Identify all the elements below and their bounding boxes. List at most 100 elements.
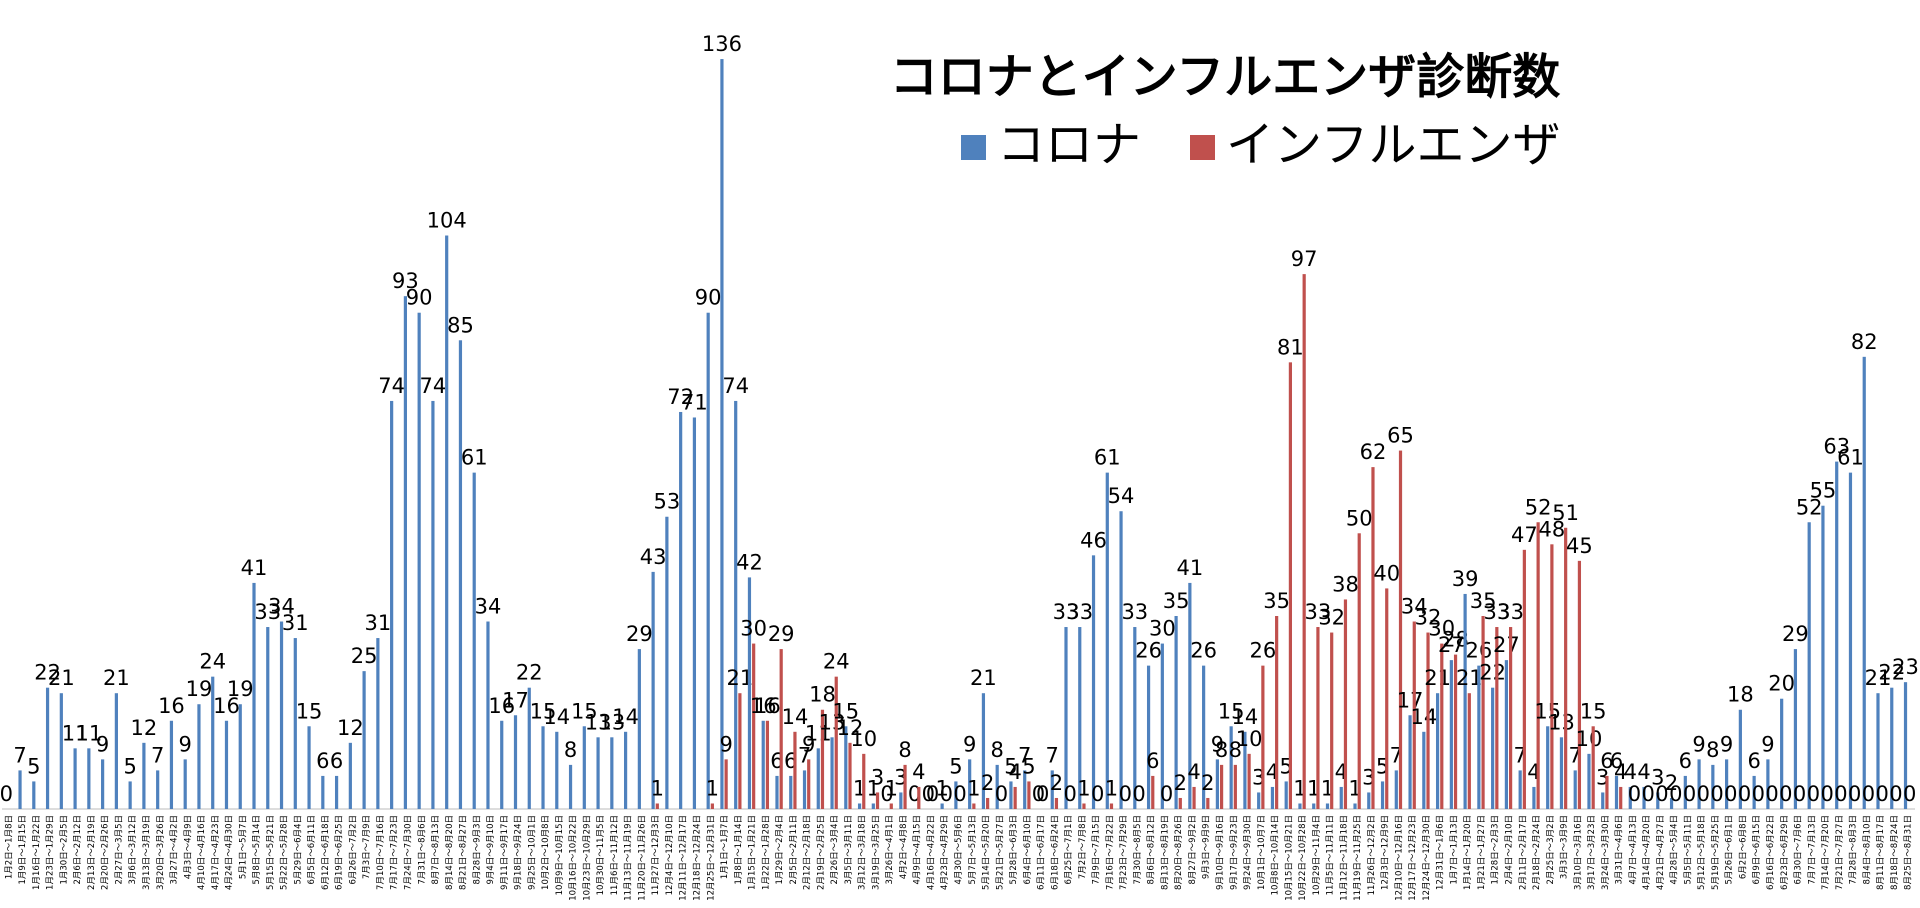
value-label: 9 xyxy=(1211,732,1224,756)
value-label: 7 xyxy=(151,743,164,767)
value-label: 0 xyxy=(1642,782,1655,806)
value-label: 0 xyxy=(1724,782,1737,806)
value-label: 25 xyxy=(351,644,378,668)
value-label: 0 xyxy=(0,782,13,806)
bar xyxy=(747,577,752,809)
bar xyxy=(875,792,880,809)
x-tick-label: 1月30日～2月5日 xyxy=(59,815,69,885)
bar xyxy=(1848,472,1853,809)
bar xyxy=(1426,632,1430,809)
bar xyxy=(1477,665,1481,809)
value-label: 13 xyxy=(598,710,625,734)
x-tick-label: 1月7日～1月13日 xyxy=(1449,815,1459,885)
value-label: 27 xyxy=(1493,633,1520,657)
bar xyxy=(197,704,201,809)
bar xyxy=(513,715,518,809)
value-label: 7 xyxy=(1018,743,1031,767)
value-label: 0 xyxy=(1119,782,1132,806)
bar xyxy=(596,737,600,809)
value-label: 4 xyxy=(1637,760,1650,784)
bar xyxy=(1876,693,1880,809)
x-tick-label: 4月3日～4月9日 xyxy=(183,815,193,879)
value-label: 29 xyxy=(626,622,653,646)
value-label: 11 xyxy=(75,721,102,745)
value-label: 1 xyxy=(885,776,898,800)
bar xyxy=(1435,693,1440,809)
bar xyxy=(1178,797,1182,809)
bar xyxy=(1422,731,1426,809)
bar xyxy=(1082,803,1086,809)
bar xyxy=(1449,660,1453,809)
bar xyxy=(568,764,573,809)
x-tick-label: 6月25日～7月1日 xyxy=(1064,815,1074,885)
x-tick-label: 9月17日～9月23日 xyxy=(1229,815,1239,890)
x-tick-label: 4月2日～4月8日 xyxy=(899,815,909,879)
value-label: 8 xyxy=(898,738,911,762)
value-label: 14 xyxy=(1410,705,1437,729)
value-label: 13 xyxy=(585,710,612,734)
x-tick-label: 3月12日～3月18日 xyxy=(858,815,868,890)
value-label: 0 xyxy=(1765,782,1778,806)
x-tick-label: 4月30日～5月6日 xyxy=(954,815,964,885)
x-tick-label: 7月2日～7月8日 xyxy=(1078,815,1088,879)
value-label: 35 xyxy=(1470,589,1497,613)
x-tick-label: 3月26日～4月1日 xyxy=(885,815,895,885)
value-label: 18 xyxy=(809,683,836,707)
x-tick-label: 1月15日～1月21日 xyxy=(748,815,758,890)
x-tick-label: 7月10日～7月16日 xyxy=(376,815,386,890)
legend: コロナ インフルエンザ xyxy=(961,117,1561,173)
value-label: 1 xyxy=(1077,776,1090,800)
bar xyxy=(169,720,174,809)
bar xyxy=(651,571,655,809)
x-tick-label: 10月23日～10月29日 xyxy=(582,815,592,901)
bar xyxy=(1587,753,1591,809)
value-label: 5 xyxy=(1004,754,1017,778)
x-tick-label: 11月5日～11月11日 xyxy=(1326,815,1336,895)
bar xyxy=(1766,759,1770,809)
x-tick-label: 6月4日～6月10日 xyxy=(1023,815,1033,885)
value-label: 0 xyxy=(940,782,953,806)
x-tick-label: 11月26日～12月2日 xyxy=(1367,815,1377,895)
x-tick-label: 8月14日～8月20日 xyxy=(445,815,455,890)
bar xyxy=(1522,549,1526,809)
value-label: 22 xyxy=(516,661,543,685)
bar xyxy=(527,687,531,809)
value-label: 41 xyxy=(241,556,268,580)
x-tick-label: 7月30日～8月5日 xyxy=(1133,815,1143,885)
value-label: 33 xyxy=(1497,600,1524,624)
value-label: 0 xyxy=(953,782,966,806)
chart-title: コロナとインフルエンザ診断数 xyxy=(890,49,1561,105)
value-label: 14 xyxy=(782,705,809,729)
x-tick-label: 10月8日～10月14日 xyxy=(1271,815,1281,895)
x-tick-label: 10月22日～10月28日 xyxy=(1298,815,1308,901)
value-label: 74 xyxy=(420,374,447,398)
value-label: 16 xyxy=(750,694,777,718)
value-label: 8 xyxy=(1215,738,1228,762)
bar xyxy=(582,726,586,809)
x-tick-label: 2月11日～2月17日 xyxy=(1518,815,1528,890)
x-tick-label: 6月18日～6月24日 xyxy=(1050,815,1060,890)
value-label: 24 xyxy=(199,650,226,674)
x-tick-label: 2月12日～2月18日 xyxy=(803,815,813,890)
bar xyxy=(1151,775,1155,809)
bar xyxy=(1343,599,1348,809)
bar xyxy=(1408,715,1412,809)
bar xyxy=(848,742,852,809)
value-label: 4 xyxy=(1624,760,1637,784)
x-tick-label: 1月14日～1月20日 xyxy=(1463,815,1473,890)
bar xyxy=(362,671,366,809)
bar xyxy=(1188,582,1192,809)
value-label: 21 xyxy=(1424,666,1451,690)
value-label: 14 xyxy=(1232,705,1259,729)
value-label: 33 xyxy=(1053,600,1080,624)
bar xyxy=(1302,274,1306,810)
x-tick-label: 3月10日～3月16日 xyxy=(1573,815,1583,890)
value-label: 17 xyxy=(1397,688,1424,712)
value-label: 2 xyxy=(1201,771,1214,795)
x-tick-label: 12月10日～12月16日 xyxy=(1394,815,1404,901)
value-label: 0 xyxy=(1752,782,1765,806)
value-label: 9 xyxy=(179,732,192,756)
value-label: 2 xyxy=(1050,771,1063,795)
bar xyxy=(1656,792,1660,809)
bar xyxy=(775,775,779,809)
